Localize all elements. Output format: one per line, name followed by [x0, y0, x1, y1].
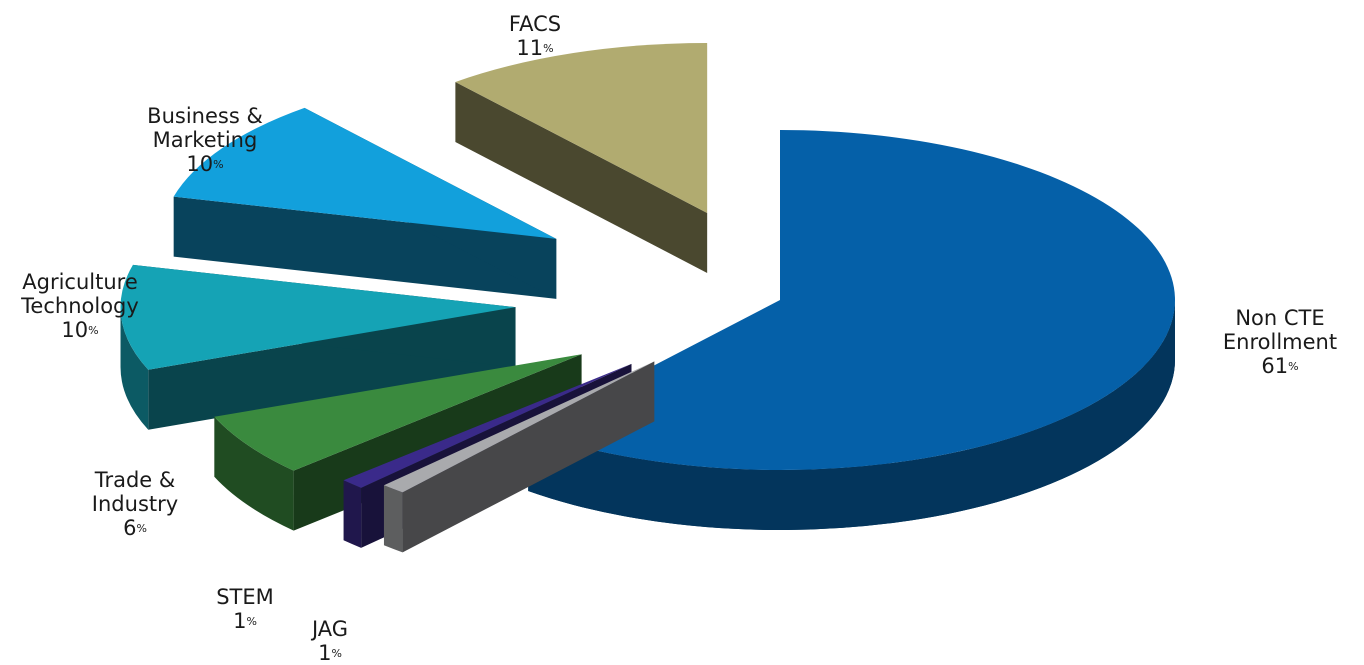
slice-top: [343, 363, 632, 488]
slice-non-cte-enrollment: [528, 130, 1176, 530]
slice-top: [528, 130, 1176, 470]
slice-jag: [383, 361, 655, 553]
slice-agriculture-technology: [120, 264, 516, 430]
slice-side: [343, 480, 362, 548]
slice-top: [214, 354, 582, 471]
label-jag: JAG 1%: [311, 617, 349, 665]
label-trade-industry: Trade & Industry 6%: [91, 468, 179, 540]
slice-facs: [455, 42, 708, 273]
slice-top: [173, 107, 557, 239]
slice-side: [214, 416, 294, 531]
slice-top: [455, 42, 708, 213]
value-non-cte-enrollment: 61: [1261, 354, 1289, 378]
slice-business-marketing: [173, 107, 557, 299]
slice-wall: [402, 361, 655, 553]
label-non-cte-enrollment: Non CTE Enrollment 61%: [1222, 306, 1338, 378]
slice-side: [120, 307, 149, 430]
label-agriculture-technology: Agriculture Technology 10%: [21, 270, 139, 342]
slice-top: [383, 361, 655, 493]
value-stem: 1: [233, 609, 247, 633]
value-agriculture-technology: 10: [61, 318, 89, 342]
label-facs: FACS 11%: [508, 12, 562, 60]
value-facs: 11: [516, 36, 544, 60]
value-trade-industry: 6: [123, 516, 137, 540]
slice-side: [528, 300, 1175, 530]
slice-top: [120, 264, 516, 370]
label-stem: STEM 1%: [216, 585, 274, 633]
value-business-marketing: 10: [186, 152, 214, 176]
slice-wall: [173, 196, 557, 299]
slice-wall: [455, 81, 708, 273]
slice-side: [383, 485, 403, 553]
label-business-marketing: Business & Marketing 10%: [147, 104, 263, 176]
value-jag: 1: [318, 641, 332, 665]
